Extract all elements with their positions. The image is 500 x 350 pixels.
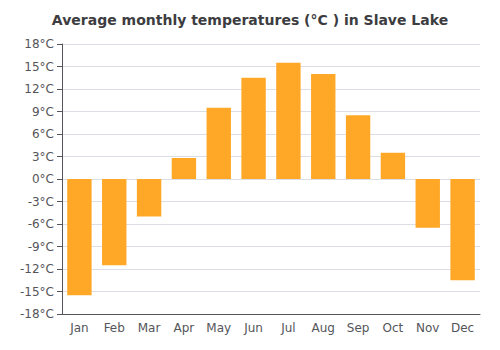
svg-text:0°C: 0°C: [32, 172, 54, 186]
svg-text:18°C: 18°C: [24, 37, 54, 51]
svg-text:-15°C: -15°C: [20, 285, 54, 299]
svg-text:Sep: Sep: [347, 321, 370, 335]
svg-text:3°C: 3°C: [32, 150, 54, 164]
svg-text:Aug: Aug: [312, 321, 335, 335]
svg-text:9°C: 9°C: [32, 105, 54, 119]
svg-text:Jan: Jan: [69, 321, 89, 335]
svg-text:Nov: Nov: [416, 321, 439, 335]
svg-text:May: May: [206, 321, 231, 335]
svg-text:-12°C: -12°C: [20, 262, 54, 276]
svg-text:Apr: Apr: [174, 321, 195, 335]
svg-text:Mar: Mar: [138, 321, 161, 335]
svg-text:Dec: Dec: [451, 321, 474, 335]
svg-text:6°C: 6°C: [32, 127, 54, 141]
svg-text:15°C: 15°C: [24, 60, 54, 74]
svg-text:Average monthly temperatures (: Average monthly temperatures (°C ) in Sl…: [52, 12, 448, 28]
svg-text:Feb: Feb: [104, 321, 125, 335]
svg-text:Jun: Jun: [243, 321, 263, 335]
svg-text:-18°C: -18°C: [20, 307, 54, 321]
svg-text:-9°C: -9°C: [28, 240, 54, 254]
svg-text:-6°C: -6°C: [28, 217, 54, 231]
svg-text:-3°C: -3°C: [28, 195, 54, 209]
svg-text:Oct: Oct: [383, 321, 404, 335]
svg-text:Jul: Jul: [280, 321, 295, 335]
svg-text:12°C: 12°C: [24, 82, 54, 96]
